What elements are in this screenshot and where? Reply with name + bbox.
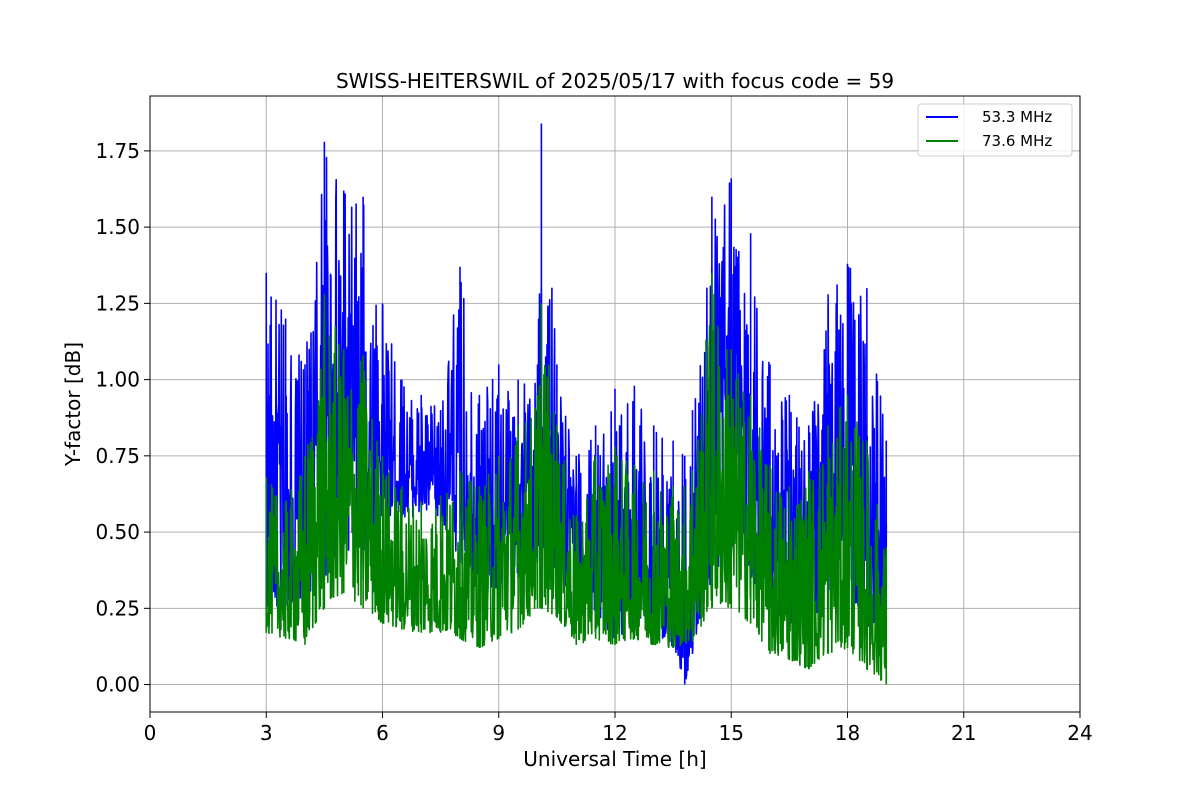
x-axis: 0 3 6 9 12 15 18 21 24 (144, 712, 1093, 745)
y-tick-label: 0.00 (95, 673, 140, 697)
x-tick-label: 12 (602, 721, 627, 745)
x-tick-label: 0 (144, 721, 157, 745)
legend: 53.3 MHz 73.6 MHz (917, 103, 1073, 157)
legend-label-53mhz: 53.3 MHz (982, 108, 1052, 126)
x-tick-label: 6 (376, 721, 389, 745)
x-tick-label: 24 (1067, 721, 1092, 745)
y-axis-label: Y-factor [dB] (61, 342, 85, 467)
y-tick-label: 0.25 (95, 596, 140, 620)
series-layer (265, 123, 888, 685)
chart-title: SWISS-HEITERSWIL of 2025/05/17 with focu… (336, 69, 894, 93)
y-tick-label: 1.50 (95, 215, 140, 239)
y-tick-label: 1.00 (95, 368, 140, 392)
y-tick-label: 0.75 (95, 444, 140, 468)
y-tick-label: 1.75 (95, 139, 140, 163)
x-axis-label: Universal Time [h] (523, 747, 706, 771)
x-tick-label: 21 (951, 721, 976, 745)
x-tick-label: 9 (492, 721, 505, 745)
x-tick-label: 18 (835, 721, 860, 745)
x-tick-label: 3 (260, 721, 273, 745)
y-tick-label: 0.50 (95, 520, 140, 544)
legend-label-73mhz: 73.6 MHz (982, 132, 1052, 150)
y-tick-label: 1.25 (95, 291, 140, 315)
x-tick-label: 15 (719, 721, 744, 745)
y-axis: 0.00 0.25 0.50 0.75 1.00 1.25 1.50 1.75 (95, 139, 150, 697)
